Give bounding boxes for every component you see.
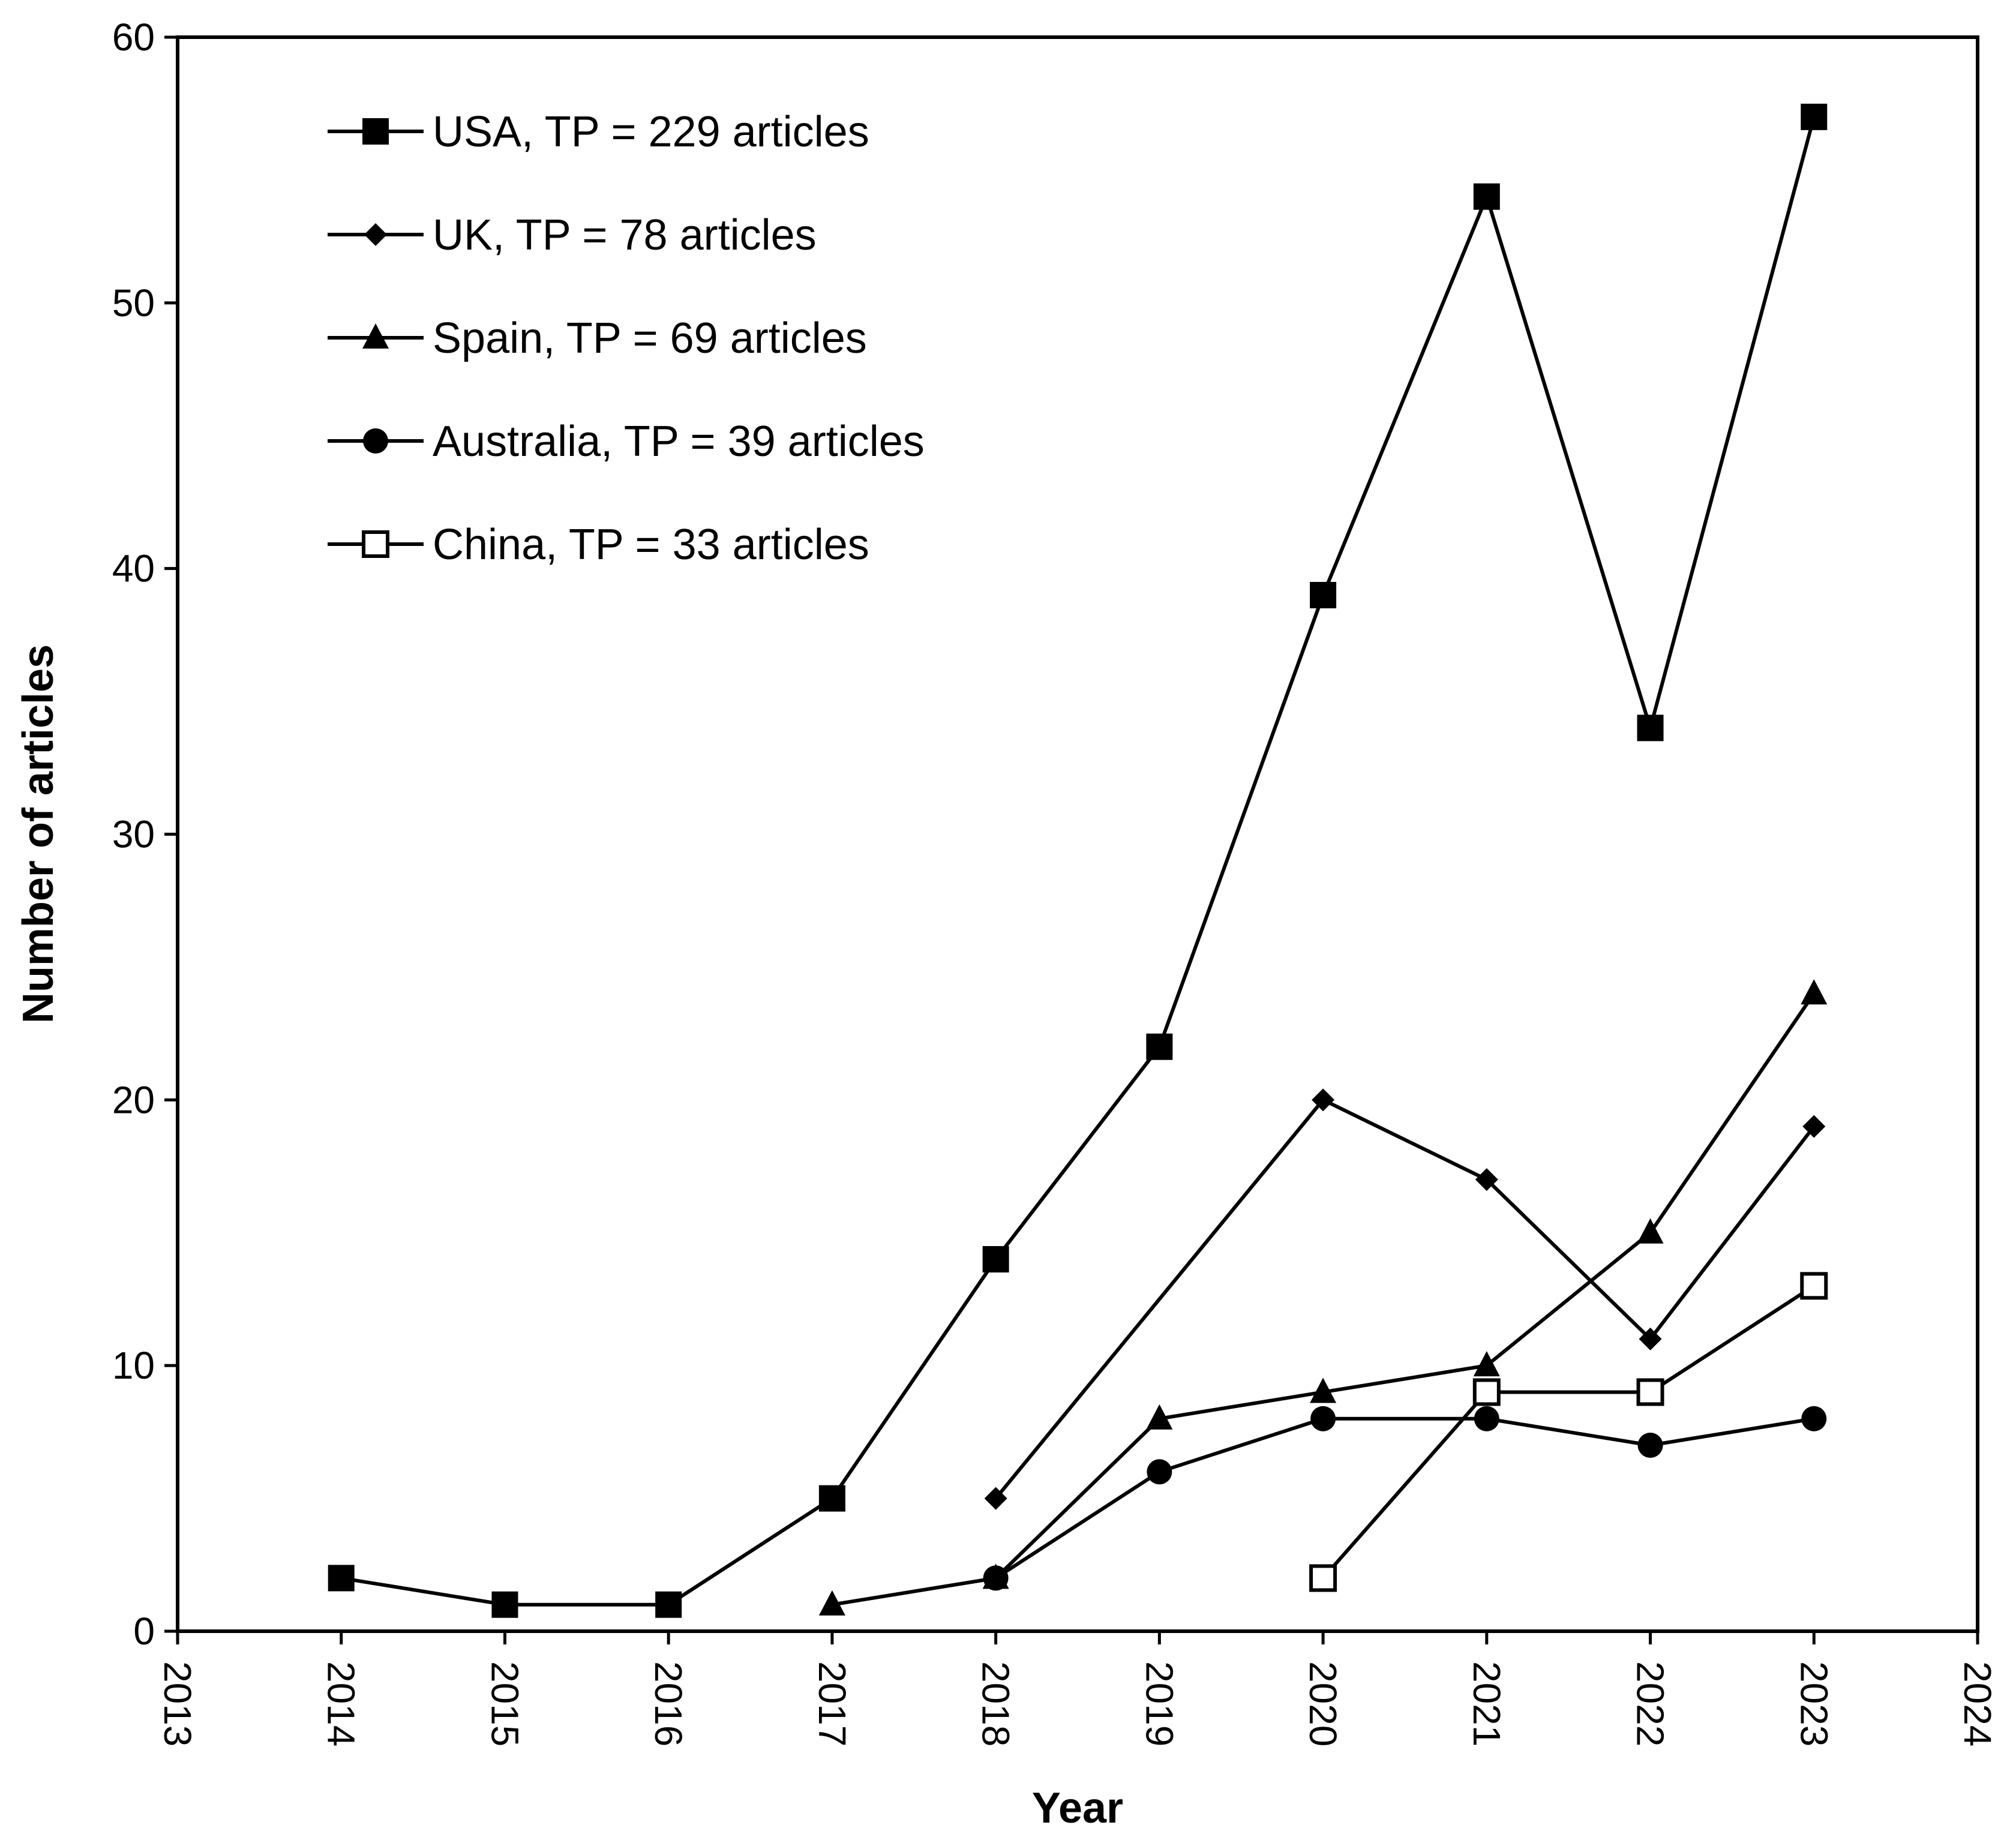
data-point-uk <box>984 1487 1007 1510</box>
y-tick-label: 50 <box>112 281 155 325</box>
series-line-australia <box>995 1416 1814 1580</box>
legend-label: Spain, TP = 69 articles <box>433 314 867 362</box>
legend-label: UK, TP = 78 articles <box>433 211 817 259</box>
legend-marker <box>362 323 389 349</box>
data-point-usa <box>818 1485 845 1512</box>
x-tick-label: 2023 <box>1792 1661 1835 1746</box>
y-tick-label: 40 <box>112 547 155 590</box>
x-tick-label: 2024 <box>1956 1661 1999 1746</box>
y-tick-label: 30 <box>112 813 155 856</box>
data-point-usa <box>1310 581 1337 608</box>
plot-frame <box>176 35 1979 1633</box>
legend-marker <box>364 223 387 246</box>
data-point-usa <box>328 1565 355 1592</box>
data-point-spain <box>1473 1351 1500 1377</box>
data-point-china <box>1636 1378 1664 1406</box>
data-point-uk <box>1802 1115 1826 1138</box>
legend-item-usa: USA, TP = 229 articles <box>328 108 869 156</box>
data-point-usa <box>655 1591 682 1618</box>
data-point-australia <box>1310 1406 1336 1431</box>
data-point-usa <box>1801 103 1828 130</box>
series-line-china <box>1321 1284 1815 1580</box>
data-point-spain <box>1637 1218 1664 1244</box>
legend-label: Australia, TP = 39 articles <box>433 418 925 466</box>
legend: USA, TP = 229 articles UK, TP = 78 articl… <box>328 108 925 569</box>
data-point-usa <box>1637 715 1664 742</box>
data-point-australia <box>1637 1433 1663 1458</box>
series-china <box>1309 1272 1828 1592</box>
data-point-australia <box>1801 1406 1827 1431</box>
data-point-usa <box>1146 1033 1173 1060</box>
y-axis-title: Number of articles <box>14 644 62 1023</box>
x-tick-label: 2021 <box>1465 1661 1508 1746</box>
legend-item-australia: Australia, TP = 39 articles <box>328 418 925 466</box>
x-tick-label: 2015 <box>483 1661 526 1746</box>
x-tick-labels: 2013 2014 2015 2016 2017 2018 2019 2020 2021 2022… <box>156 1661 1999 1746</box>
series-layer <box>328 103 1828 1618</box>
x-tick-label: 2018 <box>974 1661 1018 1746</box>
data-point-spain <box>818 1590 845 1616</box>
legend-item-uk: UK, TP = 78 articles <box>328 211 817 259</box>
x-tick-label: 2016 <box>647 1661 690 1746</box>
data-point-spain <box>1801 979 1828 1005</box>
x-tick-label: 2022 <box>1629 1661 1672 1746</box>
data-point-china <box>1309 1564 1337 1592</box>
legend-marker <box>362 118 389 145</box>
y-tick-label: 0 <box>133 1610 155 1653</box>
y-tick-label: 60 <box>112 16 155 59</box>
data-point-australia <box>1147 1459 1172 1485</box>
legend-item-spain: Spain, TP = 69 articles <box>328 314 867 362</box>
axis-ticks <box>164 35 1979 1644</box>
data-point-spain <box>1146 1404 1173 1430</box>
data-point-usa <box>491 1591 518 1618</box>
data-point-australia <box>1474 1406 1499 1431</box>
data-point-uk <box>1312 1088 1335 1112</box>
data-point-usa <box>1473 183 1500 210</box>
x-tick-label: 2014 <box>320 1661 363 1746</box>
series-uk <box>984 1088 1826 1510</box>
data-point-uk <box>1475 1168 1498 1191</box>
y-tick-label: 10 <box>112 1344 155 1387</box>
data-point-australia <box>983 1565 1009 1591</box>
x-tick-label: 2020 <box>1301 1661 1345 1746</box>
legend-marker <box>363 428 388 454</box>
y-tick-labels: 0 10 20 30 40 50 60 <box>112 16 155 1653</box>
series-australia <box>983 1406 1827 1591</box>
y-tick-label: 20 <box>112 1078 155 1121</box>
data-point-china <box>1472 1378 1501 1406</box>
x-tick-label: 2019 <box>1138 1661 1181 1746</box>
legend-item-china: China, TP = 33 articles <box>328 521 869 569</box>
data-point-spain <box>1310 1377 1337 1403</box>
data-point-china <box>1800 1272 1828 1300</box>
series-line-usa <box>341 116 1816 1607</box>
legend-marker <box>362 530 389 558</box>
x-tick-label: 2013 <box>156 1661 199 1746</box>
x-tick-label: 2017 <box>811 1661 854 1746</box>
data-point-usa <box>982 1246 1009 1273</box>
x-axis-title: Year <box>1032 1784 1123 1832</box>
series-usa <box>328 103 1828 1618</box>
legend-label: China, TP = 33 articles <box>433 521 869 569</box>
data-point-uk <box>1639 1327 1662 1350</box>
legend-label: USA, TP = 229 articles <box>433 108 869 156</box>
